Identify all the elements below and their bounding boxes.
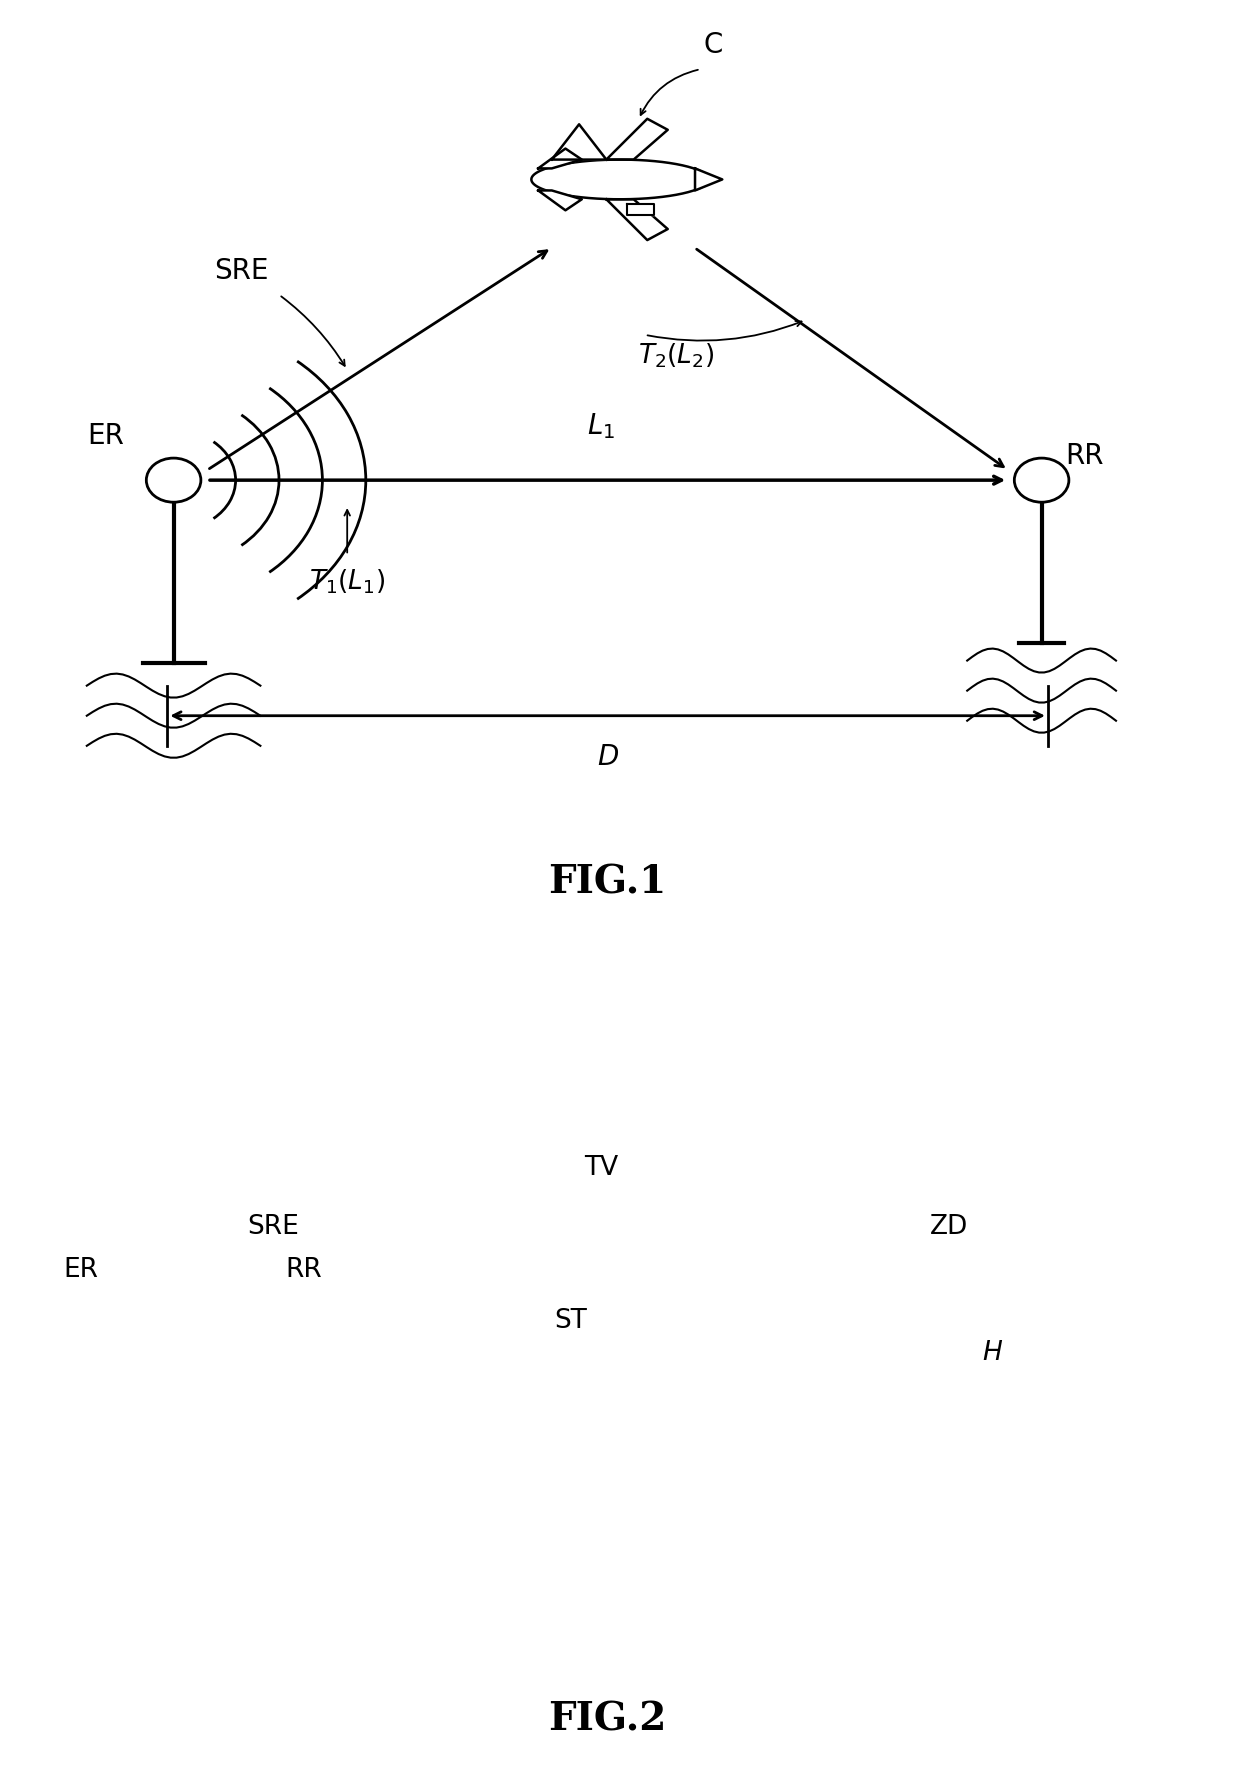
Polygon shape (626, 204, 655, 216)
Text: H: H (982, 1340, 1002, 1365)
Text: $T_2(L_2)$: $T_2(L_2)$ (637, 342, 714, 370)
Text: FIG.2: FIG.2 (548, 1700, 667, 1737)
Text: TV: TV (584, 1154, 619, 1181)
Polygon shape (538, 191, 582, 211)
Text: RR: RR (1065, 442, 1105, 471)
Text: ZD: ZD (930, 1213, 967, 1240)
Text: RR: RR (285, 1256, 322, 1283)
Text: $T_1(L_1)$: $T_1(L_1)$ (309, 567, 386, 596)
Polygon shape (694, 170, 722, 191)
Polygon shape (606, 120, 667, 161)
Text: D: D (596, 742, 619, 771)
Polygon shape (606, 200, 667, 242)
Polygon shape (538, 150, 582, 170)
Text: ER: ER (87, 422, 124, 449)
Text: C: C (703, 30, 723, 59)
Text: ST: ST (554, 1308, 587, 1333)
Text: SRE: SRE (215, 256, 269, 284)
Text: FIG.1: FIG.1 (548, 862, 667, 900)
Text: SRE: SRE (247, 1213, 299, 1240)
Circle shape (1014, 458, 1069, 503)
Circle shape (146, 458, 201, 503)
Polygon shape (532, 161, 709, 200)
Text: $L_1$: $L_1$ (588, 411, 615, 440)
Polygon shape (552, 125, 606, 161)
Text: ER: ER (63, 1256, 98, 1283)
